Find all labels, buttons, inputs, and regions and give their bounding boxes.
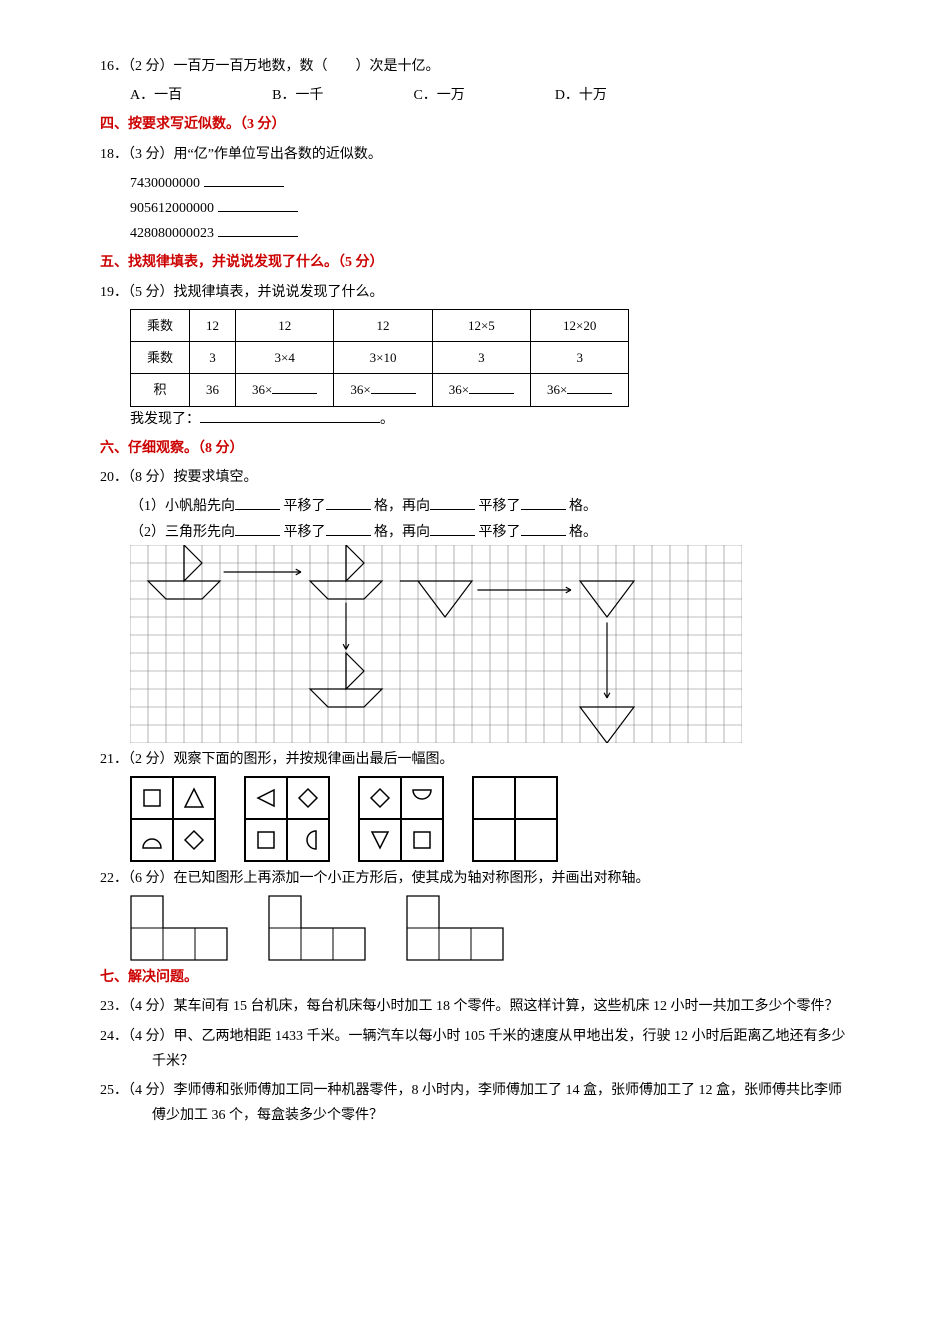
- q16-opt-c[interactable]: C．一万: [413, 83, 464, 108]
- section4-title: 四、按要求写近似数。（3 分）: [100, 112, 850, 137]
- q19-found-blank[interactable]: [200, 408, 380, 423]
- l-shape: [268, 895, 366, 961]
- t-r1c6: 12×20: [531, 309, 629, 341]
- t-blank4[interactable]: [567, 379, 612, 394]
- q16-opt-a[interactable]: A．一百: [130, 83, 182, 108]
- q20-b5[interactable]: [235, 521, 280, 536]
- q22-text: 22．（6 分）在已知图形上再添加一个小正方形后，使其成为轴对称图形，并画出对称…: [100, 866, 850, 891]
- q18-blank2[interactable]: [218, 197, 298, 212]
- t-r2c6: 3: [531, 342, 629, 374]
- q16-opt-d[interactable]: D．十万: [555, 83, 607, 108]
- q18-text: 18．（3 分）用“亿”作单位写出各数的近似数。: [100, 142, 850, 167]
- q21-grid-3: [472, 776, 558, 862]
- q18-n1: 7430000000: [100, 171, 850, 196]
- t-r2c4: 3×10: [334, 342, 432, 374]
- q18-blank1[interactable]: [204, 172, 284, 187]
- q20-grid: [100, 545, 850, 743]
- q16-text: 16．（2 分）一百万一百万地数，数（ ）次是十亿。: [100, 54, 850, 79]
- q20-line1: （1）小帆船先向 平移了 格，再向 平移了 格。: [100, 494, 850, 519]
- q18-n2: 905612000000: [100, 196, 850, 221]
- t-blank1[interactable]: [272, 379, 317, 394]
- t-r2c5: 3: [432, 342, 530, 374]
- l-shape: [130, 895, 228, 961]
- q20-text: 20．（8 分）按要求填空。: [100, 465, 850, 490]
- t-r2c2: 3: [190, 342, 236, 374]
- t-r3c4: 36×: [334, 374, 432, 406]
- section6-title: 六、仔细观察。（8 分）: [100, 436, 850, 461]
- q24-text: 24．（4 分）甲、乙两地相距 1433 千米。一辆汽车以每小时 105 千米的…: [100, 1024, 850, 1074]
- q20-b4[interactable]: [521, 495, 566, 510]
- q20-b6[interactable]: [326, 521, 371, 536]
- q23-text: 23．（4 分）某车间有 15 台机床，每台机床每小时加工 18 个零件。照这样…: [100, 994, 850, 1019]
- q21-grid-0: [130, 776, 216, 862]
- t-r3c1: 积: [131, 374, 190, 406]
- t-r3c5: 36×: [432, 374, 530, 406]
- translation-grid: [130, 545, 742, 743]
- section5-title: 五、找规律填表，并说说发现了什么。（5 分）: [100, 250, 850, 275]
- q25-text: 25．（4 分）李师傅和张师傅加工同一种机器零件，8 小时内，李师傅加工了 14…: [100, 1078, 850, 1128]
- t-r1c1: 乘数: [131, 309, 190, 341]
- q20-line2: （2）三角形先向 平移了 格，再向 平移了 格。: [100, 520, 850, 545]
- q20-b3[interactable]: [430, 495, 475, 510]
- t-r2c1: 乘数: [131, 342, 190, 374]
- t-r3c6: 36×: [531, 374, 629, 406]
- q19-text: 19．（5 分）找规律填表，并说说发现了什么。: [100, 280, 850, 305]
- t-r1c5: 12×5: [432, 309, 530, 341]
- q16-opt-b[interactable]: B．一千: [272, 83, 323, 108]
- l-shape: [406, 895, 504, 961]
- t-r1c3: 12: [236, 309, 334, 341]
- q19-found: 我发现了：。: [100, 407, 850, 432]
- t-r1c4: 12: [334, 309, 432, 341]
- t-blank3[interactable]: [469, 379, 514, 394]
- q19-table: 乘数 12 12 12 12×5 12×20 乘数 3 3×4 3×10 3 3…: [130, 309, 629, 407]
- q21-text: 21．（2 分）观察下面的图形，并按规律画出最后一幅图。: [100, 747, 850, 772]
- q20-b8[interactable]: [521, 521, 566, 536]
- q20-b7[interactable]: [430, 521, 475, 536]
- q22-figures: [100, 895, 850, 961]
- t-r3c2: 36: [190, 374, 236, 406]
- t-blank2[interactable]: [371, 379, 416, 394]
- section7-title: 七、解决问题。: [100, 965, 850, 990]
- q18-n3: 428080000023: [100, 221, 850, 246]
- q21-figures: [100, 776, 850, 862]
- q16-options: A．一百 B．一千 C．一万 D．十万: [100, 83, 850, 108]
- q21-grid-1: [244, 776, 330, 862]
- q20-b2[interactable]: [326, 495, 371, 510]
- t-r3c3: 36×: [236, 374, 334, 406]
- q21-grid-2: [358, 776, 444, 862]
- t-r1c2: 12: [190, 309, 236, 341]
- t-r2c3: 3×4: [236, 342, 334, 374]
- q20-b1[interactable]: [235, 495, 280, 510]
- q18-blank3[interactable]: [218, 222, 298, 237]
